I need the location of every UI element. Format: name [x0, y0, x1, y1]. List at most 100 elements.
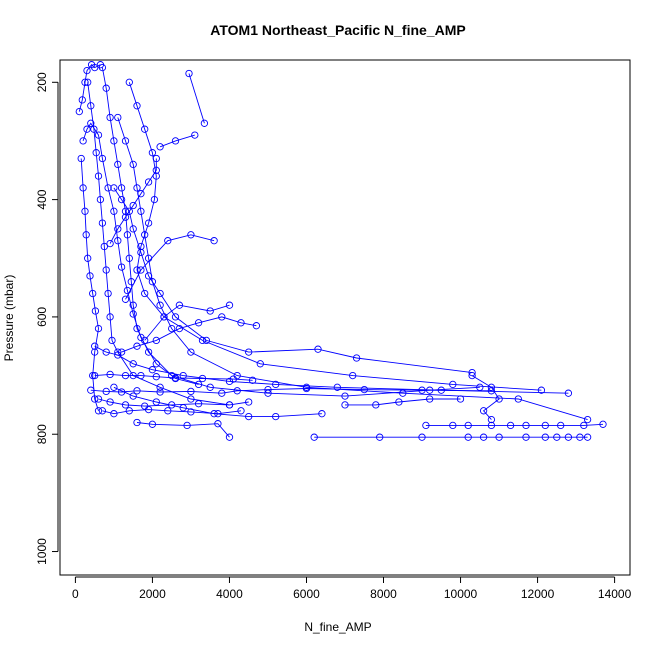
- data-point: [245, 348, 253, 356]
- data-point: [114, 225, 122, 233]
- data-point: [148, 278, 157, 286]
- data-point: [564, 433, 573, 441]
- data-point: [106, 113, 114, 122]
- series-line: [98, 398, 249, 407]
- data-point: [117, 263, 126, 271]
- data-point: [121, 213, 130, 221]
- y-tick-label: 1000: [35, 538, 49, 565]
- data-point: [191, 131, 199, 139]
- data-point: [187, 348, 195, 356]
- data-point: [506, 421, 515, 430]
- data-point: [98, 219, 107, 227]
- data-point: [82, 231, 90, 239]
- series-line: [117, 117, 588, 421]
- data-point: [83, 66, 91, 75]
- data-point: [137, 266, 145, 274]
- data-series: [341, 395, 465, 409]
- series-line: [101, 67, 480, 397]
- data-point: [464, 433, 472, 441]
- data-point: [96, 195, 105, 204]
- data-point: [456, 395, 465, 403]
- data-point: [91, 307, 100, 315]
- data-point: [121, 401, 130, 409]
- y-tick-label: 200: [35, 72, 49, 92]
- data-point: [94, 172, 103, 180]
- data-point: [352, 354, 361, 362]
- data-series: [125, 78, 546, 394]
- data-point: [75, 107, 83, 116]
- data-point: [121, 137, 130, 145]
- data-point: [141, 289, 149, 298]
- data-point: [179, 371, 187, 380]
- data-point: [98, 63, 107, 72]
- data-point: [91, 63, 99, 72]
- data-point: [137, 207, 145, 215]
- data-point: [179, 404, 187, 412]
- x-tick-label: 4000: [216, 587, 243, 601]
- series-line: [144, 304, 230, 341]
- data-point: [102, 266, 110, 274]
- data-point: [94, 407, 103, 415]
- data-point: [264, 385, 272, 394]
- data-point: [248, 376, 257, 384]
- data-series: [77, 154, 103, 415]
- data-point: [156, 143, 164, 151]
- data-point: [100, 242, 108, 251]
- data-point: [137, 242, 145, 251]
- data-point: [341, 392, 349, 400]
- series-line: [94, 373, 253, 381]
- data-point: [144, 219, 153, 227]
- data-point: [94, 395, 103, 403]
- data-point: [171, 374, 180, 383]
- data-point: [91, 348, 99, 356]
- data-point: [599, 420, 607, 428]
- data-series: [110, 383, 326, 421]
- data-point: [110, 184, 118, 192]
- data-point: [576, 433, 584, 441]
- data-point: [137, 248, 145, 257]
- data-point: [225, 301, 234, 309]
- data-point: [102, 84, 110, 92]
- data-point: [133, 387, 141, 395]
- data-point: [106, 239, 114, 248]
- data-point: [541, 421, 549, 430]
- data-point: [202, 336, 211, 345]
- chart-title: ATOM1 Northeast_Pacific N_fine_AMP: [210, 22, 465, 38]
- data-point: [422, 421, 430, 430]
- x-tick-label: 8000: [370, 587, 397, 601]
- series-line: [345, 398, 461, 406]
- data-point: [229, 375, 237, 383]
- data-point: [89, 289, 97, 298]
- data-point: [360, 385, 368, 394]
- series-line: [471, 375, 500, 420]
- data-point: [98, 407, 107, 415]
- data-point: [117, 184, 126, 192]
- data-point: [137, 371, 145, 380]
- series-line: [136, 422, 230, 438]
- data-point: [495, 433, 503, 441]
- data-point: [152, 398, 160, 406]
- data-point: [110, 383, 118, 391]
- data-point: [94, 324, 103, 333]
- data-point: [564, 389, 573, 397]
- data-point: [86, 272, 94, 280]
- data-point: [152, 154, 160, 163]
- data-series: [110, 184, 476, 377]
- data-point: [237, 407, 245, 415]
- data-point: [194, 380, 203, 389]
- data-point: [129, 360, 137, 368]
- data-point: [148, 420, 157, 428]
- data-point: [487, 415, 496, 424]
- data-point: [81, 207, 89, 215]
- data-point: [175, 324, 184, 333]
- data-series: [422, 420, 607, 430]
- data-point: [104, 184, 112, 192]
- data-point: [583, 415, 592, 424]
- data-point: [87, 386, 95, 394]
- data-point: [214, 420, 222, 428]
- series-line: [128, 82, 542, 391]
- data-point: [194, 319, 203, 327]
- data-point: [92, 149, 100, 157]
- data-point: [237, 319, 245, 327]
